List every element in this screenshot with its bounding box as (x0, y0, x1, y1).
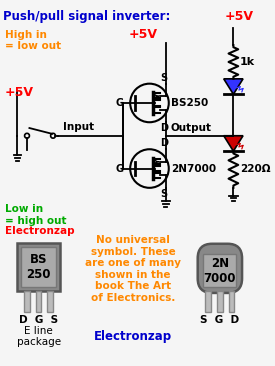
Text: G: G (116, 98, 123, 108)
Text: D: D (160, 138, 168, 148)
Bar (229, 291, 234, 312)
Text: High in
= low out: High in = low out (5, 30, 61, 51)
Text: +5V: +5V (225, 10, 254, 23)
FancyBboxPatch shape (21, 247, 56, 287)
Text: D: D (160, 123, 168, 133)
Text: S: S (160, 189, 167, 199)
Text: 1k: 1k (240, 57, 255, 67)
FancyBboxPatch shape (17, 243, 60, 291)
Text: Electronzap: Electronzap (94, 330, 172, 343)
Bar (24, 291, 30, 312)
Text: BS
250: BS 250 (26, 253, 51, 281)
Text: S  G  D: S G D (200, 315, 240, 325)
Text: D  G  S: D G S (19, 315, 58, 325)
Text: +5V: +5V (128, 28, 157, 41)
Polygon shape (224, 79, 243, 94)
Text: 220Ω: 220Ω (240, 164, 271, 175)
Bar (47, 291, 53, 312)
Bar (205, 291, 211, 312)
Text: BS250: BS250 (171, 98, 208, 108)
Text: G: G (116, 164, 123, 173)
Text: Electronzap: Electronzap (5, 227, 75, 236)
Bar (217, 291, 223, 312)
Text: E line
package: E line package (16, 326, 61, 347)
Text: No universal
symbol. These
are one of many
shown in the
book The Art
of Electron: No universal symbol. These are one of ma… (85, 235, 181, 303)
Bar (36, 291, 42, 312)
FancyBboxPatch shape (204, 254, 236, 287)
Text: 2N7000: 2N7000 (171, 164, 216, 173)
Text: Input: Input (63, 122, 94, 132)
Text: 2N
7000: 2N 7000 (204, 257, 236, 285)
Text: Low in
= high out: Low in = high out (5, 204, 66, 226)
Text: Push/pull signal inverter:: Push/pull signal inverter: (3, 10, 170, 23)
FancyBboxPatch shape (198, 244, 242, 293)
Text: S: S (160, 73, 167, 83)
Text: Output: Output (171, 123, 212, 133)
Text: +5V: +5V (5, 86, 34, 98)
Polygon shape (224, 136, 243, 151)
